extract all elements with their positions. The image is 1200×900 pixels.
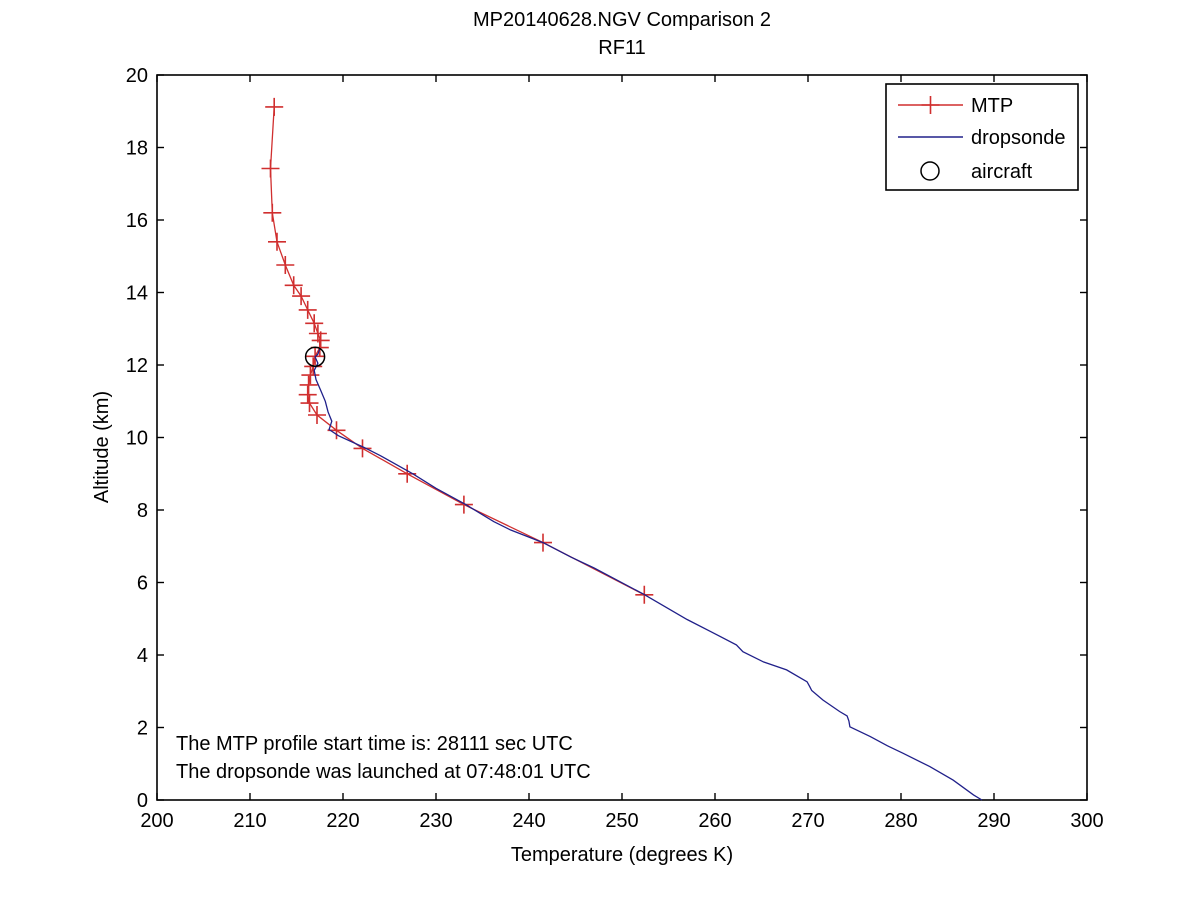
x-axis-label: Temperature (degrees K) xyxy=(511,844,733,866)
x-tick-label-270: 270 xyxy=(791,810,824,832)
x-tick-label-200: 200 xyxy=(140,810,173,832)
x-tick-label-240: 240 xyxy=(512,810,545,832)
axis-ticks xyxy=(156,74,1088,801)
dropsonde-series xyxy=(313,348,983,801)
x-tick-label-290: 290 xyxy=(977,810,1010,832)
y-tick-label-0: 0 xyxy=(137,790,148,812)
y-axis-label: Altitude (km) xyxy=(91,391,113,503)
y-tick-label-20: 20 xyxy=(126,65,148,87)
plus-marker-icon xyxy=(265,97,284,116)
chart-subtitle: RF11 xyxy=(598,37,645,59)
plus-marker-icon xyxy=(298,300,317,319)
plus-marker-icon xyxy=(308,324,327,343)
chart-series xyxy=(261,97,983,801)
y-tick-label-4: 4 xyxy=(137,645,148,667)
legend: MTP dropsonde aircraft xyxy=(885,83,1079,191)
y-tick-label-16: 16 xyxy=(126,210,148,232)
legend-aircraft-circle-icon xyxy=(920,161,940,181)
x-tick-label-300: 300 xyxy=(1070,810,1103,832)
y-tick-label-18: 18 xyxy=(126,138,148,160)
plus-marker-icon xyxy=(300,394,319,413)
aircraft-series xyxy=(304,346,326,367)
legend-label-mtp: MTP xyxy=(971,95,1013,117)
x-tick-label-230: 230 xyxy=(419,810,452,832)
plus-marker-icon xyxy=(454,495,473,514)
y-tick-label-12: 12 xyxy=(126,355,148,377)
x-tick-label-220: 220 xyxy=(326,810,359,832)
annotation-mtp-start-time: The MTP profile start time is: 28111 sec… xyxy=(176,733,573,755)
x-tick-label-250: 250 xyxy=(605,810,638,832)
mtp-line xyxy=(269,106,645,596)
plus-marker-icon xyxy=(299,375,318,394)
plus-marker-icon xyxy=(311,331,330,350)
plus-marker-icon xyxy=(268,232,286,251)
legend-label-dropsonde: dropsonde xyxy=(971,127,1066,149)
y-tick-label-6: 6 xyxy=(137,573,148,595)
plus-marker-icon xyxy=(276,256,295,274)
legend-label-aircraft: aircraft xyxy=(971,161,1033,183)
x-tick-label-260: 260 xyxy=(698,810,731,832)
y-tick-label-10: 10 xyxy=(126,428,148,450)
plus-marker-icon xyxy=(292,287,311,306)
aircraft-circle-marker xyxy=(304,346,326,367)
axis-tick-labels: 200 210 220 230 240 250 260 270 280 290 300 0 2 4 6 8 10… xyxy=(126,65,1104,832)
legend-mtp-plus-icon xyxy=(921,96,940,114)
plus-marker-icon xyxy=(263,203,282,222)
plus-marker-icon xyxy=(298,385,317,404)
y-tick-label-2: 2 xyxy=(137,718,148,740)
plus-marker-icon xyxy=(353,439,372,458)
mtp-series xyxy=(261,97,654,604)
x-tick-label-280: 280 xyxy=(884,810,917,832)
plus-marker-icon xyxy=(301,366,320,385)
plus-marker-icon xyxy=(308,406,326,424)
plus-marker-icon xyxy=(261,159,280,178)
x-tick-label-210: 210 xyxy=(233,810,266,832)
plus-marker-icon xyxy=(305,314,324,333)
y-tick-label-14: 14 xyxy=(126,283,148,305)
chart-title: MP20140628.NGV Comparison 2 xyxy=(473,9,771,31)
y-tick-label-8: 8 xyxy=(137,500,148,522)
dropsonde-line xyxy=(313,348,983,801)
annotation-dropsonde-launch: The dropsonde was launched at 07:48:01 U… xyxy=(176,761,591,783)
plus-marker-icon xyxy=(284,276,303,295)
